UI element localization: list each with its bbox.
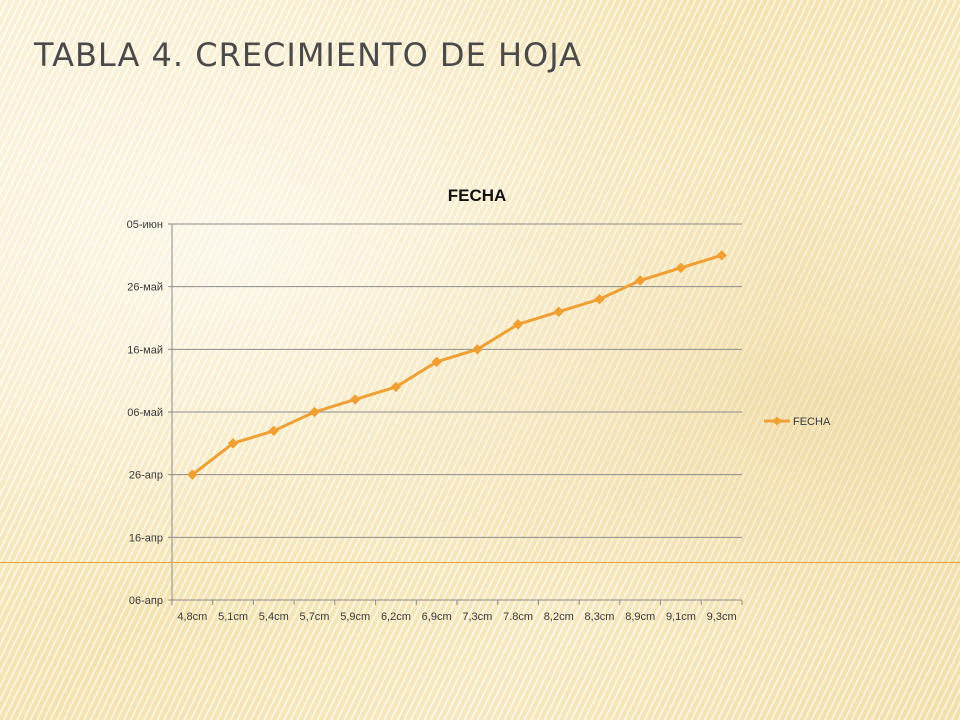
x-tick-label: 8,3cm [585,611,615,623]
gridlines [172,223,742,601]
x-tick-label: 4,8cm [177,611,207,623]
data-point [512,319,524,330]
y-tick-label: 06-апр [129,595,163,607]
y-tick-label: 05-июн [127,219,163,231]
y-tick-label: 16-май [127,344,163,356]
data-point [268,425,279,437]
legend-marker [772,416,782,426]
series-fecha [187,250,727,480]
data-point [187,469,198,480]
x-tick-label: 6,9cm [422,611,452,623]
data-point [635,275,646,286]
x-tick-label: 7.8cm [503,611,533,623]
y-tick-label: 06-май [127,407,163,419]
x-tick-label: 8,9cm [625,611,655,623]
x-tick-label: 8,2cm [544,611,574,623]
x-axis: 4,8cm 5,1cm 5,4cm 5,7cm 5,9cm 6,2cm 6,9cm 7,3cm… [171,599,743,623]
legend-label: FECHA [793,416,831,428]
data-point [675,262,687,274]
data-point [472,344,483,355]
slide-divider-line [0,562,960,563]
chart-title: FECHA [448,186,507,205]
y-tick-label: 26-апр [129,470,163,482]
legend: FECHA [764,416,831,428]
data-point [716,250,727,261]
x-tick-label: 5,7cm [300,611,330,623]
data-point [431,356,442,368]
slide-title: TABLA 4. CRECIMIENTO DE HOJA [34,36,582,74]
data-point [390,381,402,393]
data-point [227,438,239,449]
series-line-fecha [191,253,723,476]
x-tick-label: 5,1cm [218,611,248,623]
x-tick-label: 6,2cm [381,611,411,623]
x-tick-label: 9,1cm [666,611,696,623]
data-point [553,306,564,317]
data-point [350,394,361,405]
x-tick-label: 5,9cm [340,611,370,623]
data-point [594,293,605,305]
x-tick-label: 7,3cm [462,611,492,623]
x-tick-label: 5,4cm [259,611,289,623]
x-tick-label: 9,3cm [707,611,737,623]
y-axis: 06-апр 16-апр 26-апр 06-май 16-май 26-май 05-и… [127,219,173,607]
y-tick-label: 26-май [127,282,163,294]
data-point [309,406,320,418]
y-tick-label: 16-апр [129,532,163,544]
